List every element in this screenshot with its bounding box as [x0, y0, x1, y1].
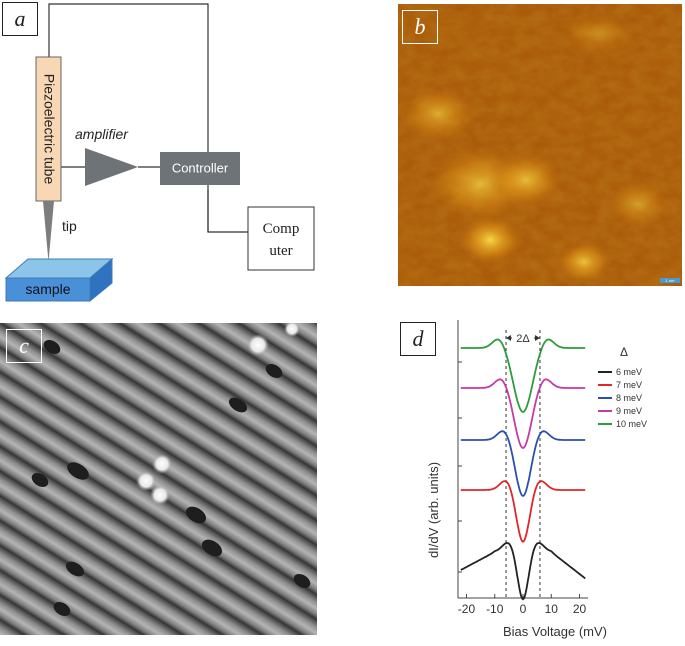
- x-tick-label-1: -10: [486, 602, 504, 616]
- computer-label-line1: Comp: [263, 221, 300, 237]
- spectrum-line-5: [460, 338, 586, 413]
- gap-arrow-left: [506, 335, 512, 341]
- adatoms: [136, 323, 300, 505]
- scale-bar-label: 1 nm: [666, 278, 676, 283]
- amplifier-triangle: [85, 148, 138, 186]
- tip-shape: [43, 201, 54, 262]
- spectrum-line-2: [460, 480, 586, 543]
- gap-annotation-label: 2Δ: [516, 333, 530, 345]
- spectra-chart-svg: -20 -10 0 10 20 2Δ Δ 6 meV 7 meV 8 meV 9 meV 10 me…: [426, 320, 647, 639]
- sample-label: sample: [25, 281, 70, 297]
- chart-axes: -20 -10 0 10 20 2Δ: [457, 320, 588, 616]
- spectrum-line-3: [460, 430, 586, 497]
- sample-front-face: [5, 277, 91, 302]
- legend-label-2: 7 meV: [616, 380, 642, 390]
- panel-b-stm-topography: 1 nm b: [398, 4, 682, 286]
- x-tick-label-0: -20: [458, 602, 476, 616]
- computer-box: [247, 206, 315, 271]
- wire-top: [48, 3, 248, 233]
- y-axis-label: dI/dV (arb. units): [426, 462, 441, 558]
- atomic-rows-image: [0, 323, 317, 635]
- x-tick-label-3: 10: [545, 602, 559, 616]
- scale-bar: [660, 278, 680, 283]
- spectrum-line-1: [460, 542, 586, 601]
- amplifier-label: amplifier: [75, 126, 129, 142]
- legend-label-3: 8 meV: [616, 393, 642, 403]
- topography-image: 1 nm: [398, 4, 682, 286]
- chart-series-group: [460, 338, 586, 601]
- chart-legend: Δ 6 meV 7 meV 8 meV 9 meV 10 meV: [598, 345, 647, 429]
- panel-d-label: d: [400, 322, 436, 356]
- panel-c-label: c: [6, 329, 42, 363]
- panel-d-spectra-chart: d -20 -10 0 10 20 2Δ Δ 6 meV 7 meV 8 meV 9 meV 10 …: [398, 320, 685, 641]
- panel-a-stm-schematic: a Piezoelectric tube tip amplifier Contr…: [0, 0, 360, 310]
- legend-title: Δ: [620, 345, 628, 359]
- vacancy-defects: [31, 340, 311, 616]
- gap-label-bg: [512, 331, 534, 344]
- computer-label-line2: uter: [269, 243, 292, 259]
- panel-a-label: a: [2, 2, 38, 36]
- gap-arrow-right: [534, 335, 540, 341]
- tip-label: tip: [62, 218, 77, 234]
- legend-label-4: 9 meV: [616, 406, 642, 416]
- controller-label: Controller: [172, 160, 229, 175]
- piezo-tube-label: Piezoelectric tube: [41, 74, 57, 185]
- x-tick-label-2: 0: [520, 602, 527, 616]
- x-tick-label-4: 20: [573, 602, 587, 616]
- stm-schematic-svg: Piezoelectric tube tip amplifier Control…: [4, 3, 315, 303]
- piezo-tube: [35, 56, 62, 202]
- panel-b-label: b: [402, 10, 438, 44]
- panel-c-atomic-rows: c: [0, 323, 317, 635]
- x-axis-label: Bias Voltage (mV): [503, 624, 607, 639]
- legend-label-5: 10 meV: [616, 419, 647, 429]
- bright-regions: [398, 12, 672, 284]
- legend-label-1: 6 meV: [616, 367, 642, 377]
- controller-box: [160, 152, 240, 185]
- spectrum-line-4: [460, 378, 586, 449]
